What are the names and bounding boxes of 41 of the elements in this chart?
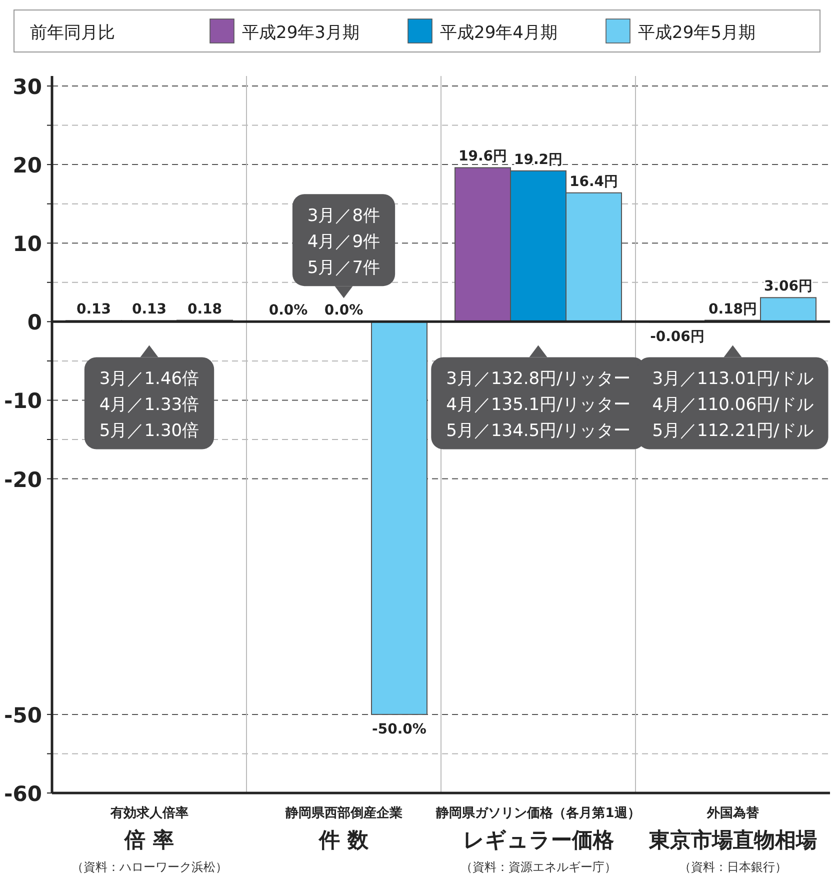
text: 静岡県ガソリン価格（各月第1週） xyxy=(435,806,640,821)
data-label: 19.6円 xyxy=(458,148,508,165)
annotation: 3月／1.46倍 4月／1.33倍 5月／1.30倍 xyxy=(99,369,200,442)
data-label: 19.2円 xyxy=(514,152,563,168)
text: （資料：資源エネルギー庁） xyxy=(460,860,616,874)
text: （資料：日本銀行） xyxy=(678,860,787,874)
data-label: 0.0% xyxy=(268,302,308,319)
legend-label: 平成29年4月期 xyxy=(440,23,558,43)
legend-label: 平成29年5月期 xyxy=(638,23,756,43)
x-tick-label: 件 数 xyxy=(318,828,370,852)
text: （資料：ハローワーク浜松） xyxy=(71,860,228,874)
data-label: 0.13 xyxy=(132,302,167,318)
x-tick-label: 倍 率 xyxy=(124,828,174,852)
y-tick-label: 10 xyxy=(12,232,42,256)
data-label: 16.4円 xyxy=(569,174,618,190)
y-tick-label: -50 xyxy=(4,703,42,728)
x-tick-label: レギュラー価格 xyxy=(462,828,615,852)
data-label: 3.06円 xyxy=(764,278,813,295)
y-tick-label: 30 xyxy=(12,75,42,99)
annotation: 3月／132.8円/リッター 4月／135.1円/リッター 5月／134.5円/リッター xyxy=(446,369,630,442)
y-tick-label: -10 xyxy=(4,389,42,414)
data-label: -50.0% xyxy=(372,721,426,738)
legend-title: 前年同月比 xyxy=(30,23,115,43)
data-label: 0.18円 xyxy=(708,301,758,318)
data-label: 0.13 xyxy=(76,302,112,318)
y-tick-label: 0 xyxy=(27,310,42,335)
text: 有効求人倍率 xyxy=(109,805,188,821)
text: 外国為替 xyxy=(706,806,760,821)
data-label: -0.06円 xyxy=(650,329,704,346)
annotation: 3月／113.01円/ドル 4月／110.06円/ドル 5月／112.21円/ドル xyxy=(652,369,814,442)
text: 静岡県西部倒産企業 xyxy=(284,805,402,821)
callout: 3月／1.46倍 4月／1.33倍 5月／1.30倍 xyxy=(84,345,214,450)
y-tick-label: -20 xyxy=(4,468,42,492)
legend-label: 平成29年3月期 xyxy=(242,23,360,43)
annotation: 3月／8件 4月／9件 5月／7件 xyxy=(307,206,380,278)
x-tick-label: 東京市場直物相場 xyxy=(648,828,817,852)
callout: 3月／8件 4月／9件 5月／7件 xyxy=(292,194,396,298)
data-label: 0.18 xyxy=(187,301,222,318)
y-tick-label: 20 xyxy=(12,154,42,178)
y-tick-label: -60 xyxy=(4,782,42,806)
data-label: 0.0% xyxy=(324,302,364,319)
